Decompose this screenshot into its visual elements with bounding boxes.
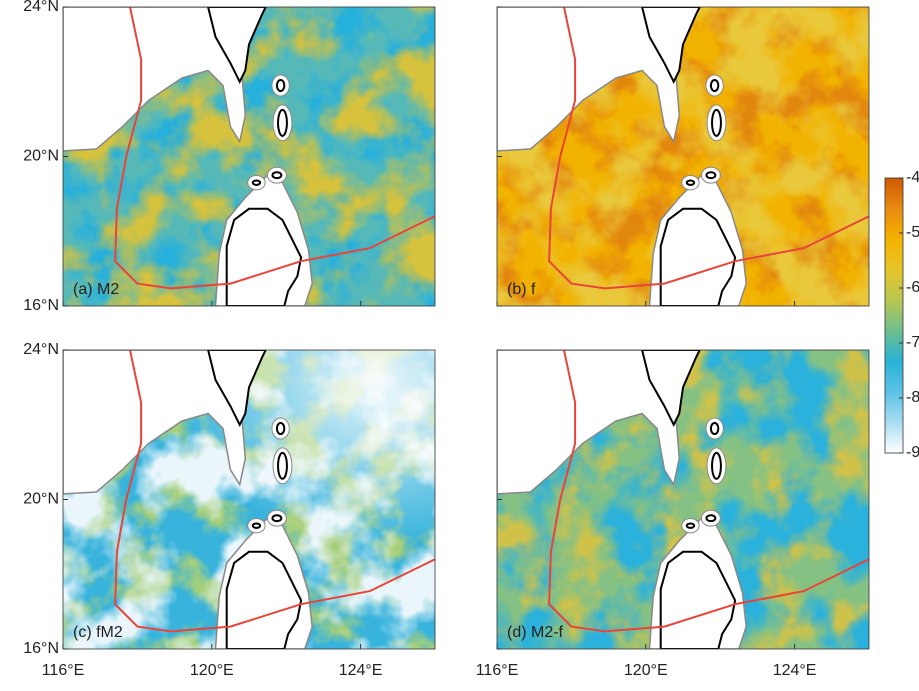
typhoon-track (548, 7, 869, 290)
x-tick-label: 120°E (624, 662, 668, 679)
typhoon-track (114, 350, 435, 633)
y-tick-label: 16°N (23, 297, 59, 314)
colorbar-tick-label: -4 (906, 169, 919, 186)
panel-label: (d) M2-f (507, 624, 564, 641)
taiwan (641, 350, 701, 428)
map-panel (497, 350, 869, 649)
taiwan (641, 7, 701, 85)
island (709, 421, 720, 436)
island (705, 171, 717, 180)
x-tick-label: 120°E (190, 662, 234, 679)
island (271, 514, 283, 523)
island (711, 108, 722, 137)
colorbar-tick-label: -5 (906, 224, 919, 241)
colorbar-tick-label: -7 (906, 334, 919, 351)
island (277, 451, 288, 480)
colorbar-tick-label: -9 (906, 444, 919, 461)
luzon (659, 550, 737, 649)
colorbar-tick-label: -8 (906, 389, 919, 406)
x-tick-label: 116°E (42, 662, 85, 679)
map-panel (63, 7, 435, 306)
panel-label: (a) M2 (73, 281, 119, 298)
map-panel (63, 350, 435, 649)
colorbar-tick-label: -6 (906, 279, 919, 296)
island (275, 421, 286, 436)
taiwan (207, 350, 267, 428)
y-tick-label: 16°N (23, 640, 59, 657)
panel-label: (b) f (507, 281, 536, 298)
island (685, 179, 696, 186)
colorbar (884, 177, 904, 454)
y-tick-label: 24°N (23, 0, 59, 15)
island (277, 108, 288, 137)
x-tick-label: 116°E (476, 662, 519, 679)
x-tick-label: 124°E (773, 662, 817, 679)
island (685, 522, 696, 529)
panel-label: (c) fM2 (73, 624, 123, 641)
y-tick-label: 24°N (23, 341, 59, 358)
typhoon-track (114, 7, 435, 290)
island (251, 522, 262, 529)
map-panel (497, 7, 869, 306)
island (705, 514, 717, 523)
x-tick-label: 124°E (339, 662, 383, 679)
y-tick-label: 20°N (23, 148, 59, 165)
island (711, 451, 722, 480)
taiwan (207, 7, 267, 85)
luzon (225, 550, 303, 649)
y-tick-label: 20°N (23, 491, 59, 508)
island (251, 179, 262, 186)
island (275, 78, 286, 93)
typhoon-track (548, 350, 869, 633)
island (709, 78, 720, 93)
luzon (225, 207, 303, 306)
island (271, 171, 283, 180)
luzon (659, 207, 737, 306)
